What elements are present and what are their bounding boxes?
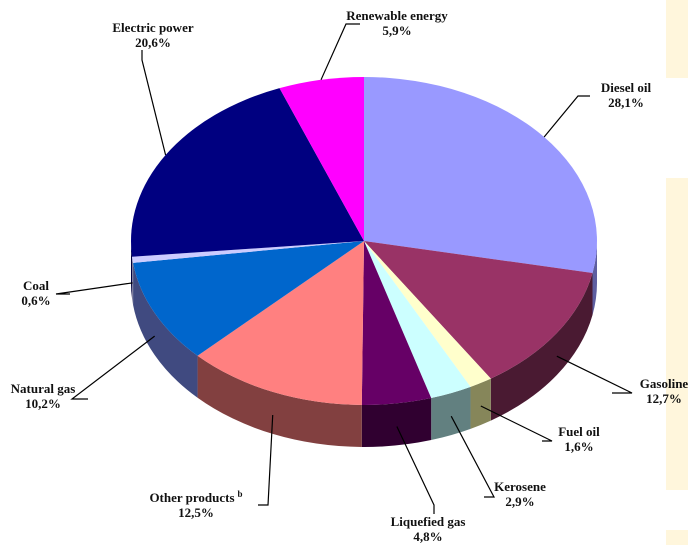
- side-kerosene: [431, 386, 471, 441]
- side-strip-middle: [666, 178, 688, 490]
- label-liquefied-gas: Liquefied gas 4,8%: [391, 514, 466, 544]
- label-natural-gas: Natural gas 10,2%: [11, 381, 76, 411]
- side-diesel-oil: [592, 241, 597, 316]
- slice-coal: [132, 241, 364, 263]
- label-coal: Coal 0,6%: [21, 278, 50, 308]
- leader-renewable-energy: [320, 23, 360, 81]
- leader-lines: [55, 23, 633, 514]
- slice-other-products: [197, 241, 364, 405]
- leader-natural-gas: [70, 335, 156, 400]
- label-diesel-oil: Diesel oil 28,1%: [601, 80, 652, 110]
- side-liquefied-gas: [361, 398, 432, 447]
- side-electric-power: [131, 241, 133, 299]
- slice-kerosene: [364, 241, 471, 399]
- side-gasoline: [490, 273, 593, 421]
- slice-diesel-oil: [364, 77, 597, 274]
- slice-gasoline: [364, 241, 593, 379]
- side-strip-bottom: [666, 530, 688, 545]
- label-electric-power: Electric power 20,6%: [112, 20, 193, 50]
- leader-electric-power: [141, 50, 167, 156]
- slice-liquefied-gas: [361, 241, 432, 405]
- label-fuel-oil: Fuel oil 1,6%: [558, 424, 600, 454]
- slice-labels: Diesel oil 28,1% Gasoline 12,7% Fuel oil 1,…: [11, 8, 688, 544]
- slice-renewable-energy: [279, 77, 364, 241]
- leader-other-products: [258, 414, 274, 506]
- leader-coal: [55, 282, 133, 295]
- side-strip-top: [666, 0, 688, 78]
- pie-sides: [131, 241, 597, 447]
- label-renewable-energy: Renewable energy 5,9%: [346, 8, 448, 38]
- leader-gasoline: [556, 355, 633, 394]
- leader-kerosene: [450, 415, 495, 498]
- leader-liquefied-gas: [396, 426, 435, 514]
- label-gasoline: Gasoline 12,7%: [640, 376, 688, 406]
- label-other-products: Other products b 12,5%: [149, 489, 242, 520]
- leader-fuel-oil: [480, 405, 553, 442]
- slice-fuel-oil: [364, 241, 491, 387]
- side-fuel-oil: [470, 378, 491, 429]
- pie-slices: [130, 77, 597, 405]
- side-natural-gas: [133, 262, 198, 398]
- slice-electric-power: [130, 88, 364, 257]
- leader-diesel-oil: [543, 95, 590, 138]
- slice-natural-gas: [133, 241, 364, 356]
- label-kerosene: Kerosene 2,9%: [494, 479, 546, 509]
- side-coal: [132, 256, 134, 305]
- side-other-products: [197, 355, 362, 447]
